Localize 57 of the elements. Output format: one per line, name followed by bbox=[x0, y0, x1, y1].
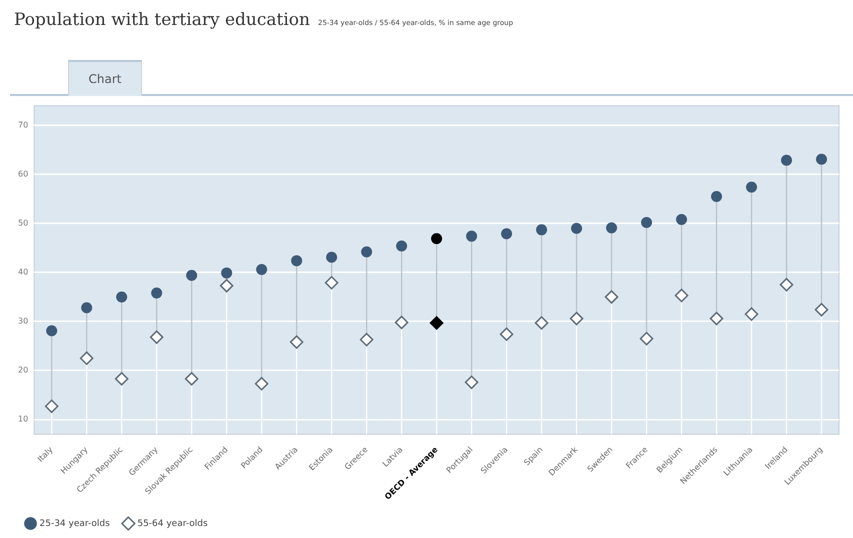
point bbox=[394, 316, 408, 330]
point bbox=[604, 290, 618, 304]
y-tick-label: 30 bbox=[18, 316, 28, 326]
point bbox=[606, 222, 618, 234]
point bbox=[501, 228, 512, 240]
point bbox=[781, 154, 792, 166]
point bbox=[150, 330, 164, 344]
point bbox=[114, 372, 128, 386]
point bbox=[396, 240, 408, 252]
point bbox=[46, 325, 58, 336]
chart-title: Population with tertiary education bbox=[14, 10, 310, 30]
point bbox=[500, 327, 514, 341]
legend-label: 55-64 year-olds bbox=[137, 518, 208, 529]
point bbox=[220, 278, 234, 292]
point bbox=[290, 335, 304, 349]
point bbox=[221, 267, 232, 278]
point bbox=[326, 252, 338, 263]
point bbox=[360, 332, 374, 346]
y-tick-label: 20 bbox=[18, 366, 28, 375]
point bbox=[534, 316, 548, 330]
point bbox=[464, 376, 478, 390]
point bbox=[431, 233, 442, 244]
point bbox=[571, 222, 582, 234]
point bbox=[361, 246, 372, 258]
point bbox=[151, 288, 162, 299]
point bbox=[710, 312, 724, 326]
point bbox=[184, 372, 198, 386]
point bbox=[186, 270, 198, 281]
point bbox=[256, 264, 268, 276]
text: Chart bbox=[68, 60, 142, 96]
point bbox=[254, 376, 268, 390]
point bbox=[116, 291, 128, 302]
point bbox=[711, 190, 722, 202]
point bbox=[430, 316, 444, 330]
point bbox=[676, 214, 688, 226]
y-tick-label: 10 bbox=[18, 414, 28, 424]
point bbox=[466, 230, 478, 242]
point bbox=[780, 278, 794, 292]
y-tick-label: 60 bbox=[18, 170, 28, 178]
y-tick-label: 50 bbox=[18, 218, 28, 228]
point bbox=[640, 332, 654, 346]
point bbox=[674, 288, 688, 302]
point bbox=[746, 182, 758, 193]
point bbox=[814, 302, 828, 316]
point bbox=[816, 154, 828, 165]
point bbox=[536, 224, 548, 236]
y-tick-label: 70 bbox=[18, 120, 28, 130]
point bbox=[81, 302, 92, 314]
point bbox=[291, 255, 302, 266]
point bbox=[44, 400, 58, 414]
point bbox=[744, 307, 758, 321]
legend-label: 25-34 year-olds bbox=[40, 518, 110, 529]
point bbox=[80, 351, 94, 365]
point bbox=[324, 276, 338, 290]
point bbox=[641, 216, 652, 228]
y-tick-label: 40 bbox=[18, 268, 28, 277]
point bbox=[570, 312, 584, 326]
